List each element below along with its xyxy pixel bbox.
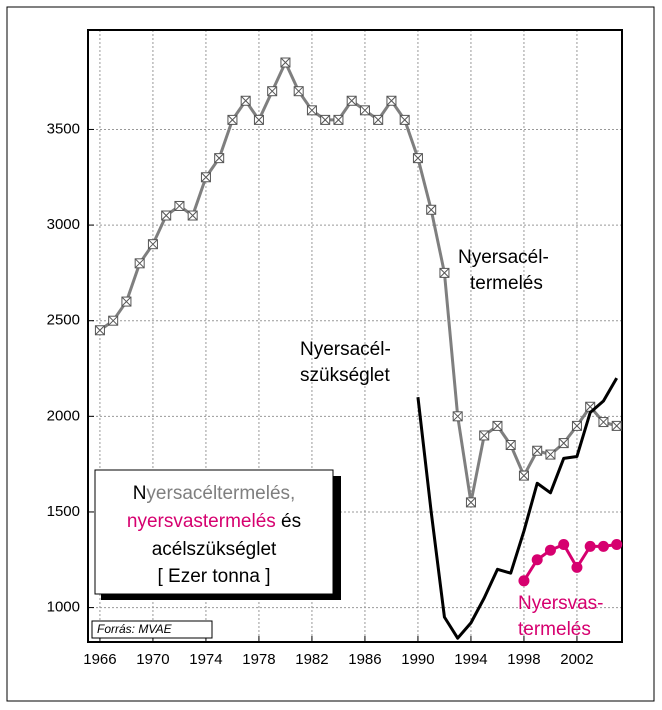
marker: [518, 575, 530, 587]
marker: [359, 105, 370, 116]
source: Forrás: MVAE: [97, 622, 173, 636]
marker: [452, 411, 463, 422]
x-tick-label: 1982: [295, 651, 328, 668]
annotation: Nyersacél-: [458, 247, 549, 268]
marker: [531, 554, 543, 566]
marker: [280, 57, 291, 68]
y-tick-label: 1500: [47, 503, 80, 520]
marker: [293, 86, 304, 97]
legend-line: nyersvastermelés és: [127, 511, 301, 532]
marker: [505, 440, 516, 451]
marker: [108, 315, 119, 326]
marker: [558, 438, 569, 449]
marker: [532, 445, 543, 456]
legend-line: Nyersacéltermelés,: [133, 483, 296, 504]
source-box: [91, 620, 213, 639]
marker: [611, 420, 622, 431]
annotation: termelés: [518, 619, 591, 640]
annotation: Nyersacél-: [300, 339, 391, 360]
marker: [399, 114, 410, 125]
marker: [611, 538, 623, 550]
marker: [598, 417, 609, 428]
marker: [253, 114, 264, 125]
marker: [346, 95, 357, 106]
series-line: [99, 61, 618, 504]
marker: [545, 449, 556, 460]
marker: [544, 544, 556, 556]
marker: [200, 172, 211, 183]
marker: [187, 210, 198, 221]
y-tick-label: 1000: [47, 599, 80, 616]
x-tick-label: 1990: [401, 651, 434, 668]
x-tick-label: 1986: [348, 651, 381, 668]
marker: [465, 497, 476, 508]
marker: [571, 561, 583, 573]
marker: [518, 470, 529, 481]
marker: [214, 153, 225, 164]
y-tick-label: 2000: [47, 407, 80, 424]
marker: [412, 153, 423, 164]
legend-text: N: [133, 483, 147, 504]
marker: [479, 430, 490, 441]
series-line: [416, 377, 618, 640]
marker: [174, 200, 185, 211]
marker: [121, 296, 132, 307]
y-tick-label: 2500: [47, 312, 80, 329]
x-tick-label: 1974: [189, 651, 222, 668]
marker: [240, 95, 251, 106]
marker: [571, 420, 582, 431]
marker: [333, 114, 344, 125]
legend-text: yersacéltermelés,: [146, 483, 295, 504]
frame: [6, 6, 655, 702]
marker: [306, 105, 317, 116]
marker: [227, 114, 238, 125]
x-tick-label: 1994: [454, 651, 487, 668]
legend-line: acélszükséglet: [152, 539, 277, 560]
y-tick-label: 3000: [47, 216, 80, 233]
x-tick-label: 2002: [560, 651, 593, 668]
legend-line: [ Ezer tonna ]: [157, 566, 270, 587]
annotation: Nyersvas-: [518, 593, 604, 614]
marker: [134, 258, 145, 269]
marker: [426, 204, 437, 215]
legend-text: és: [276, 511, 301, 532]
marker: [597, 540, 609, 552]
marker: [439, 267, 450, 278]
x-tick-label: 1998: [507, 651, 540, 668]
marker: [94, 325, 105, 336]
x-tick-label: 1970: [136, 651, 169, 668]
legend-box: [94, 469, 334, 595]
annotation: szükséglet: [300, 365, 390, 386]
marker: [386, 95, 397, 106]
marker: [320, 114, 331, 125]
legend-text: nyersvastermelés: [127, 511, 276, 532]
marker: [558, 538, 570, 550]
marker: [373, 114, 384, 125]
marker: [584, 540, 596, 552]
annotation: termelés: [470, 273, 543, 294]
x-tick-label: 1978: [242, 651, 275, 668]
y-tick-label: 3500: [47, 120, 80, 137]
marker: [492, 420, 503, 431]
marker: [161, 210, 172, 221]
marker: [147, 239, 158, 250]
x-tick-label: 1966: [83, 651, 116, 668]
marker: [267, 86, 278, 97]
plot-area: [87, 29, 623, 643]
